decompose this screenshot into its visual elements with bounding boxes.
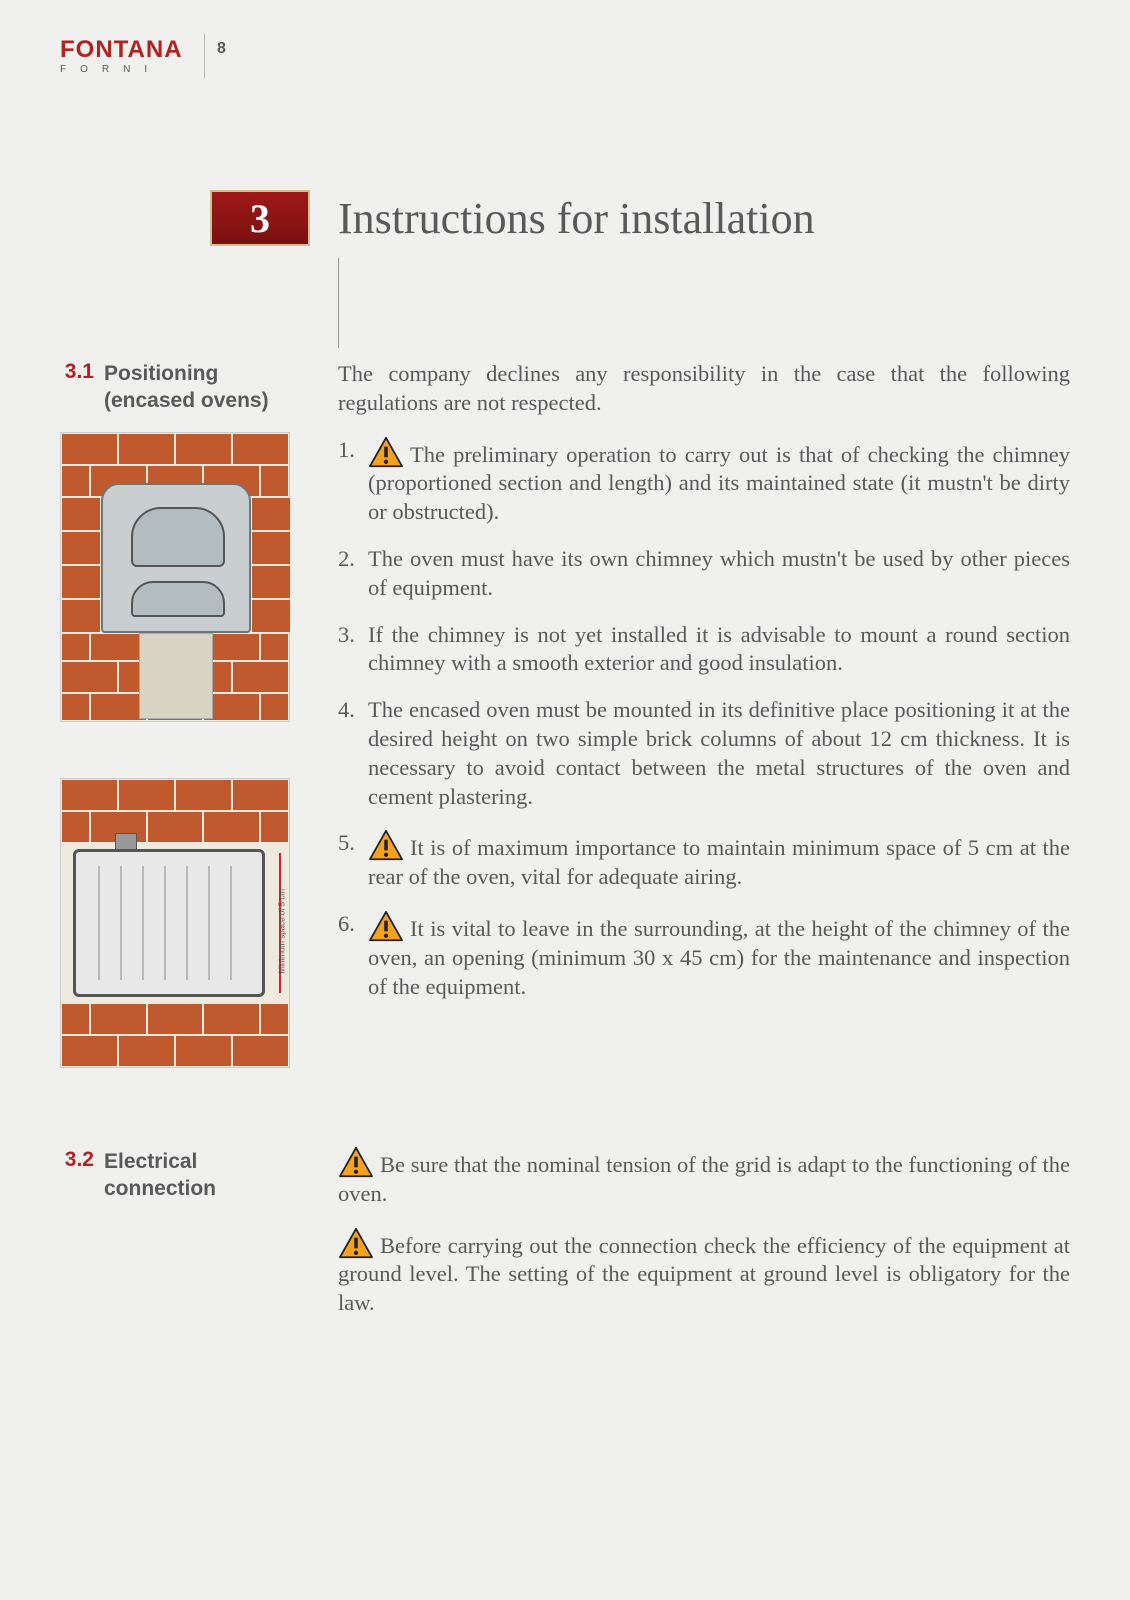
warning-icon bbox=[368, 910, 404, 942]
warning-icon bbox=[338, 1227, 374, 1259]
list-item-body: The oven must have its own chimney which… bbox=[368, 545, 1070, 603]
header-divider bbox=[204, 34, 205, 78]
list-item-number: 5. bbox=[338, 829, 368, 892]
brick-band-top bbox=[61, 779, 289, 843]
warning-icon bbox=[338, 1146, 374, 1178]
warning-icon bbox=[368, 436, 404, 468]
section-3-2-label: 3.2 Electrical connection bbox=[60, 1148, 310, 1203]
logo-main-text: FONTANA bbox=[60, 38, 198, 62]
section-title: Electrical connection bbox=[104, 1148, 216, 1203]
oven-upper-door bbox=[131, 507, 225, 567]
list-item-body: It is vital to leave in the surrounding,… bbox=[368, 910, 1070, 1001]
figure-oven-front bbox=[60, 432, 290, 722]
brick-band-bottom bbox=[61, 1003, 289, 1067]
section-3-2-body: Be sure that the nominal tension of the … bbox=[338, 1146, 1070, 1336]
list-item-text: The encased oven must be mounted in its … bbox=[368, 697, 1070, 808]
section-title-line1: Positioning bbox=[104, 362, 218, 385]
oven-lower-door bbox=[131, 581, 225, 617]
chapter-divider-line bbox=[338, 258, 339, 348]
paragraph-text: Before carrying out the connection check… bbox=[338, 1233, 1070, 1316]
intro-paragraph: The company declines any responsibility … bbox=[338, 360, 1070, 418]
list-item-text: If the chimney is not yet installed it i… bbox=[368, 622, 1070, 676]
section-title: Positioning (encased ovens) bbox=[104, 360, 269, 415]
paragraph: Be sure that the nominal tension of the … bbox=[338, 1146, 1070, 1209]
list-item-text: The oven must have its own chimney which… bbox=[368, 546, 1070, 600]
section-title-line2: (encased ovens) bbox=[104, 389, 269, 412]
chapter-number-badge: 3 bbox=[210, 190, 310, 246]
paragraph-text: Be sure that the nominal tension of the … bbox=[338, 1152, 1070, 1206]
spacer-label: Minimum space of 5 cm bbox=[277, 889, 286, 973]
list-item: 5.It is of maximum importance to maintai… bbox=[338, 829, 1070, 892]
section-number: 3.1 bbox=[60, 360, 104, 415]
section-number: 3.2 bbox=[60, 1148, 104, 1203]
list-item: 6.It is vital to leave in the surroundin… bbox=[338, 910, 1070, 1001]
list-item: 2.The oven must have its own chimney whi… bbox=[338, 545, 1070, 603]
body-text-column: The company declines any responsibility … bbox=[338, 360, 1070, 1019]
page-header: FONTANA FORNI 8 bbox=[60, 38, 226, 78]
section-3-1-label: 3.1 Positioning (encased ovens) bbox=[60, 360, 310, 415]
list-item-body: The preliminary operation to carry out i… bbox=[368, 436, 1070, 527]
oven-front-illustration bbox=[101, 483, 251, 633]
section-title-line2: connection bbox=[104, 1177, 216, 1200]
figure-oven-side: Minimum space of 5 cm bbox=[60, 778, 290, 1068]
list-item: 4.The encased oven must be mounted in it… bbox=[338, 696, 1070, 811]
list-item-text: The preliminary operation to carry out i… bbox=[368, 442, 1070, 525]
section-title-line1: Electrical bbox=[104, 1150, 197, 1173]
chapter-heading: 3 Instructions for installation bbox=[210, 190, 815, 246]
list-item-number: 4. bbox=[338, 696, 368, 811]
paragraph: Before carrying out the connection check… bbox=[338, 1227, 1070, 1318]
list-item-number: 3. bbox=[338, 621, 368, 679]
list-item-text: It is of maximum importance to maintain … bbox=[368, 835, 1070, 889]
warning-icon bbox=[368, 829, 404, 861]
oven-pedestal bbox=[139, 633, 213, 719]
brand-logo: FONTANA FORNI bbox=[60, 38, 198, 75]
list-item-number: 6. bbox=[338, 910, 368, 1001]
logo-sub-text: FORNI bbox=[60, 64, 198, 75]
list-item-body: It is of maximum importance to maintain … bbox=[368, 829, 1070, 892]
list-item-number: 1. bbox=[338, 436, 368, 527]
oven-side-illustration bbox=[73, 849, 265, 997]
list-item-body: If the chimney is not yet installed it i… bbox=[368, 621, 1070, 679]
list-item: 3.If the chimney is not yet installed it… bbox=[338, 621, 1070, 679]
list-item-body: The encased oven must be mounted in its … bbox=[368, 696, 1070, 811]
chapter-title: Instructions for installation bbox=[338, 193, 815, 244]
list-item-number: 2. bbox=[338, 545, 368, 603]
page-number: 8 bbox=[217, 40, 226, 58]
list-item-text: It is vital to leave in the surrounding,… bbox=[368, 916, 1070, 999]
numbered-list: 1.The preliminary operation to carry out… bbox=[338, 436, 1070, 1002]
list-item: 1.The preliminary operation to carry out… bbox=[338, 436, 1070, 527]
